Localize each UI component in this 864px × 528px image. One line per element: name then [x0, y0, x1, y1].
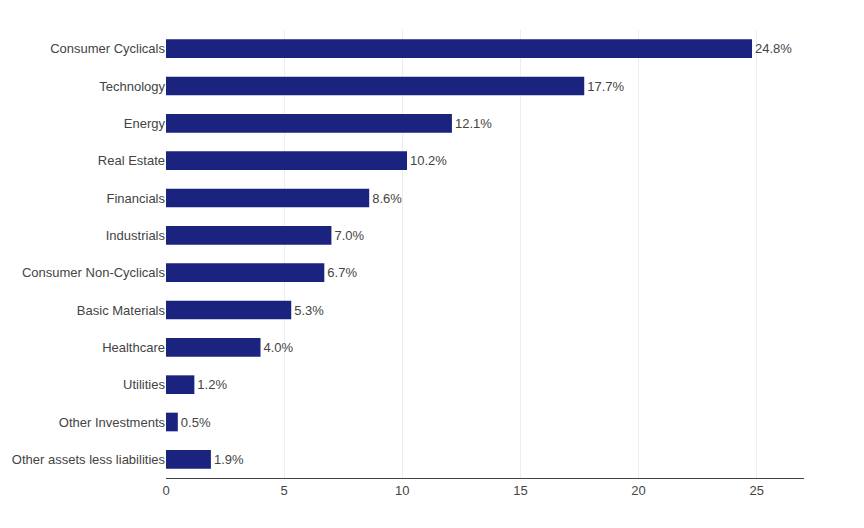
svg-text:Technology: Technology: [99, 79, 165, 94]
svg-text:4.0%: 4.0%: [264, 340, 294, 355]
svg-text:1.2%: 1.2%: [197, 377, 227, 392]
svg-text:15: 15: [513, 483, 527, 498]
svg-text:10: 10: [395, 483, 409, 498]
svg-text:Healthcare: Healthcare: [102, 340, 165, 355]
svg-text:6.7%: 6.7%: [327, 265, 357, 280]
svg-text:Financials: Financials: [106, 191, 165, 206]
svg-text:8.6%: 8.6%: [372, 191, 402, 206]
svg-text:10.2%: 10.2%: [410, 153, 447, 168]
svg-text:7.0%: 7.0%: [334, 228, 364, 243]
svg-text:0: 0: [162, 483, 169, 498]
svg-text:5.3%: 5.3%: [294, 303, 324, 318]
svg-text:25: 25: [750, 483, 764, 498]
svg-text:Utilities: Utilities: [123, 377, 165, 392]
svg-text:17.7%: 17.7%: [587, 79, 624, 94]
svg-text:Consumer Non-Cyclicals: Consumer Non-Cyclicals: [22, 265, 166, 280]
svg-text:Basic Materials: Basic Materials: [77, 303, 166, 318]
svg-text:Industrials: Industrials: [106, 228, 166, 243]
svg-text:24.8%: 24.8%: [755, 41, 792, 56]
svg-text:Real Estate: Real Estate: [98, 153, 165, 168]
svg-text:Other assets less liabilities: Other assets less liabilities: [12, 452, 166, 467]
svg-text:12.1%: 12.1%: [455, 116, 492, 131]
svg-text:Energy: Energy: [124, 116, 166, 131]
svg-text:Consumer Cyclicals: Consumer Cyclicals: [50, 41, 165, 56]
svg-text:Other Investments: Other Investments: [59, 415, 166, 430]
svg-text:5: 5: [281, 483, 288, 498]
svg-text:1.9%: 1.9%: [214, 452, 244, 467]
svg-text:20: 20: [631, 483, 645, 498]
svg-text:0.5%: 0.5%: [181, 415, 211, 430]
